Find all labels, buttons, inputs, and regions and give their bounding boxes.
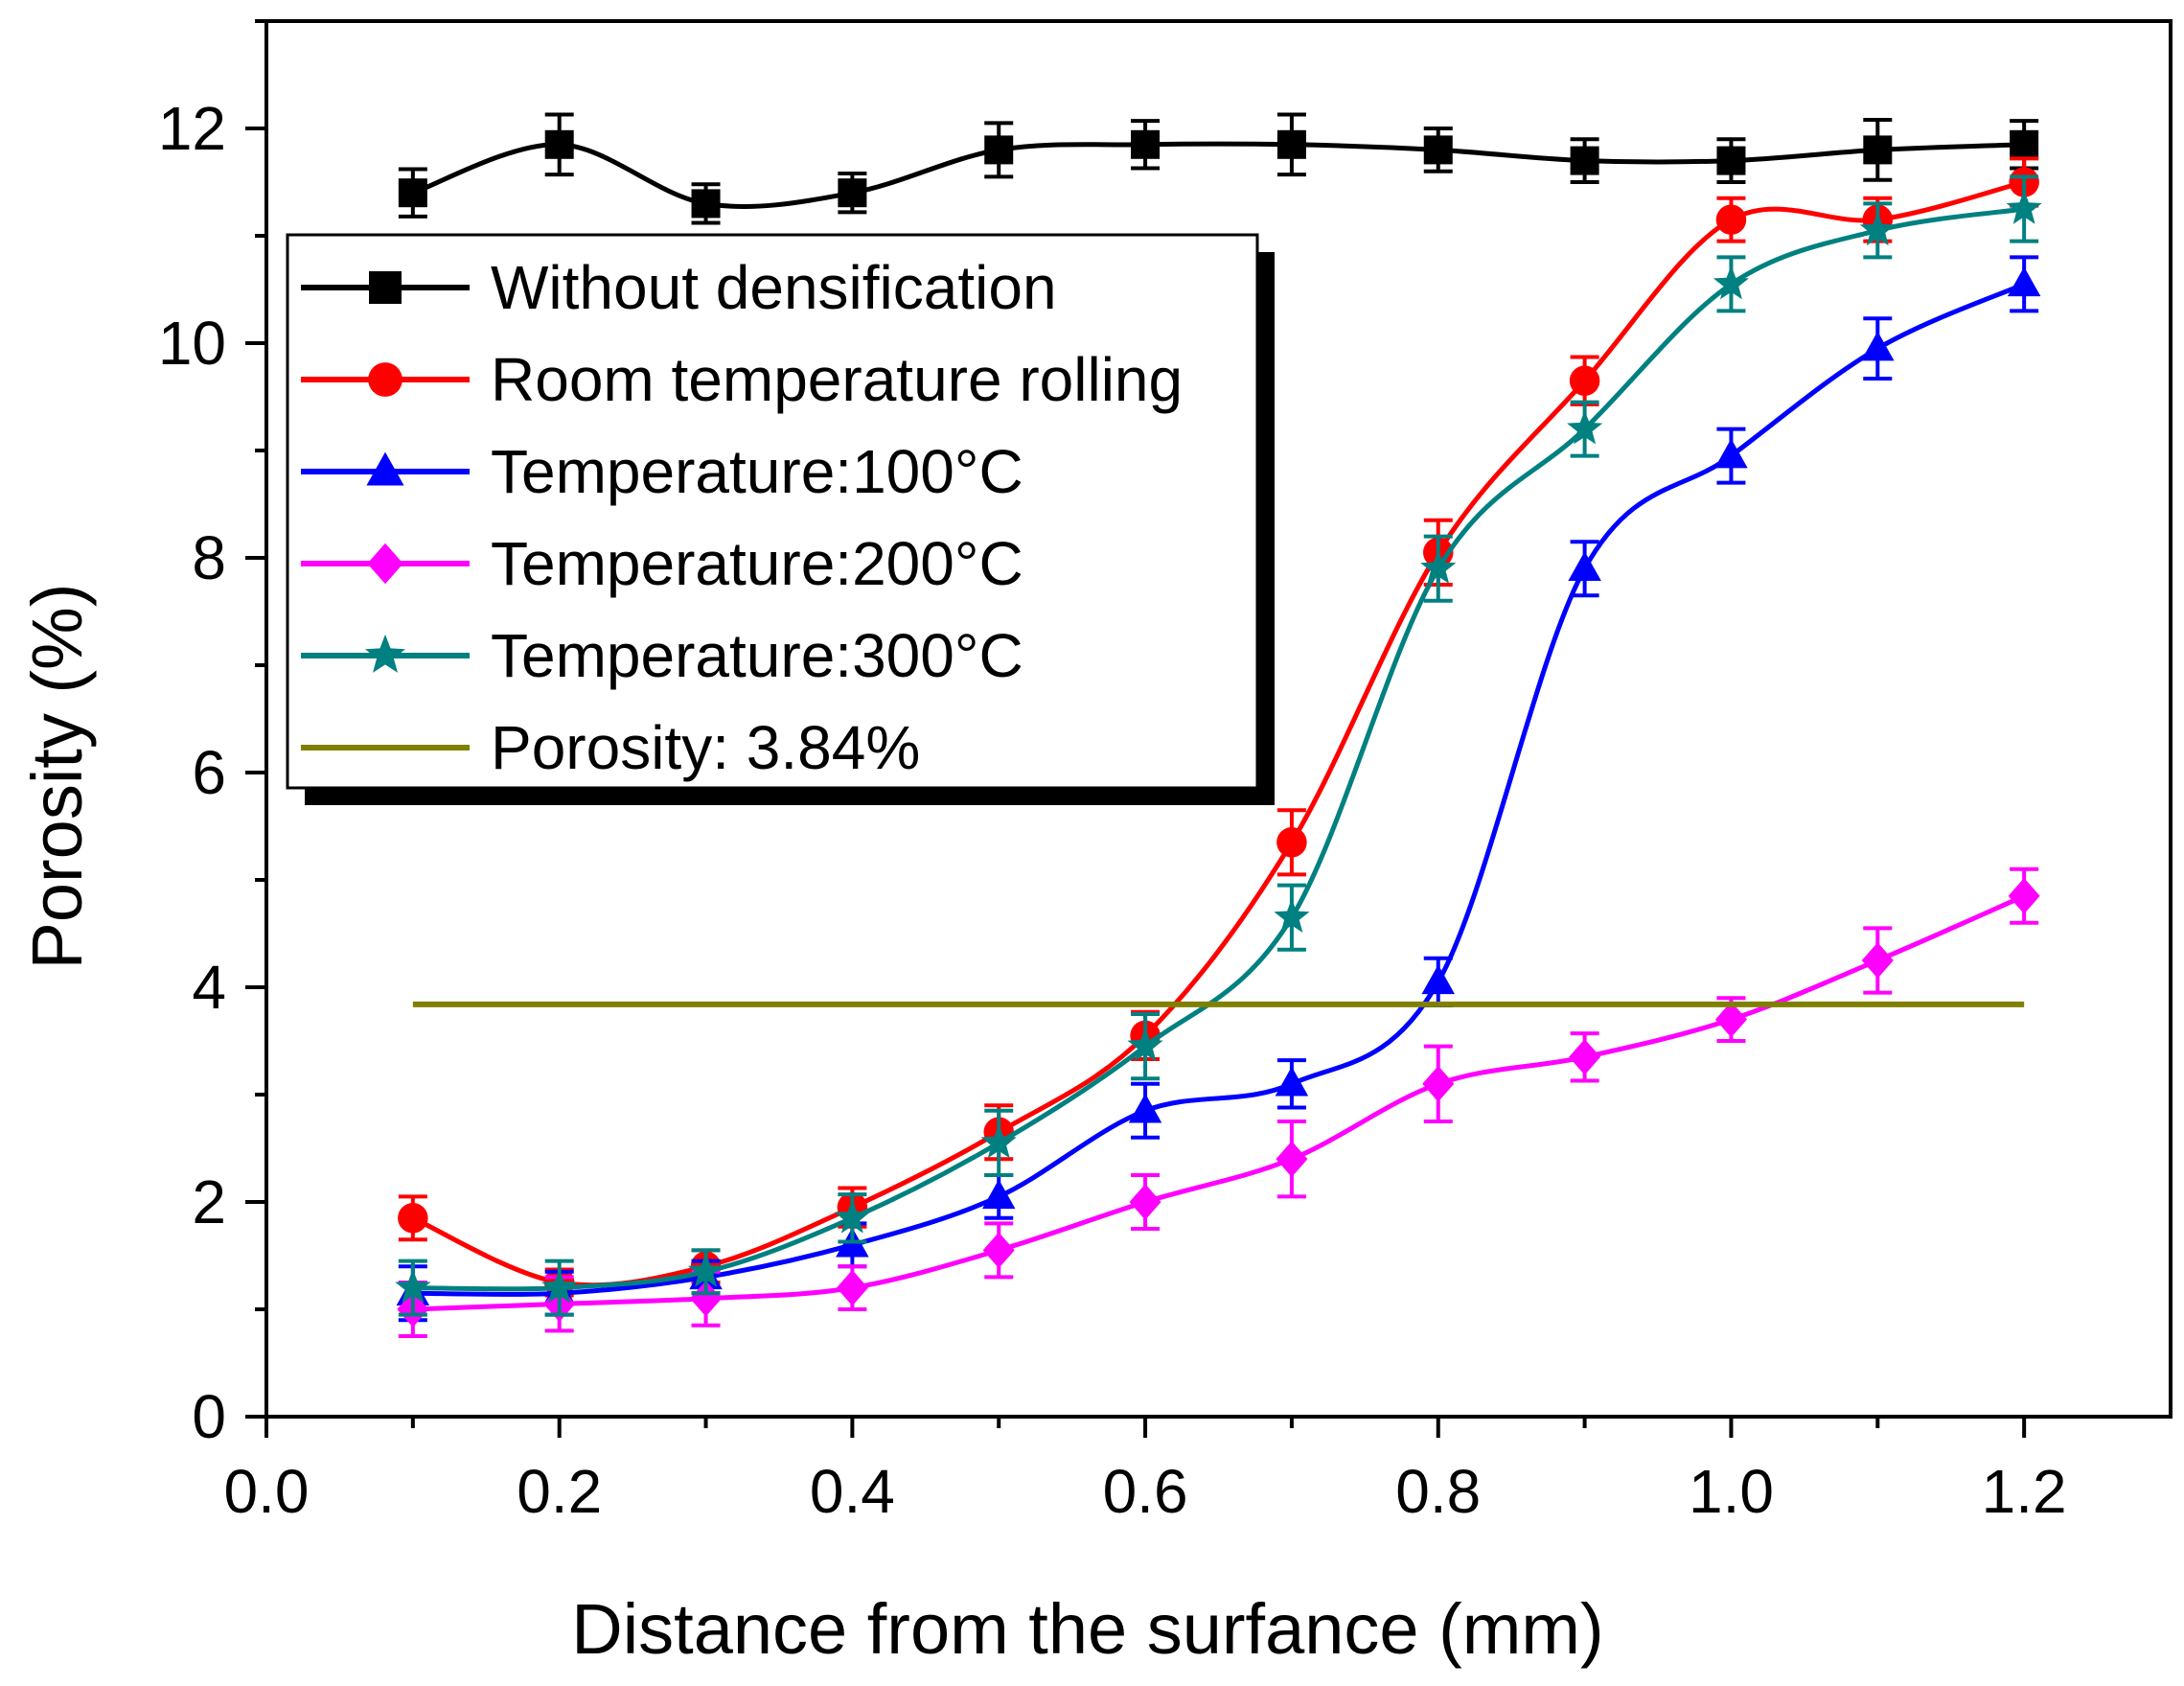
data-point xyxy=(688,1253,724,1287)
data-point xyxy=(1567,410,1603,445)
legend-item: Temperature:100°C xyxy=(301,437,1023,506)
x-tick-label: 0.0 xyxy=(224,1457,310,1526)
data-point xyxy=(1570,146,1599,175)
data-point xyxy=(2010,129,2039,159)
legend: Without densification Room temperature ro… xyxy=(286,233,1275,805)
data-point xyxy=(1274,898,1310,933)
series-layer xyxy=(395,112,2042,1338)
x-tick-label: 1.2 xyxy=(1982,1457,2067,1526)
legend-marker xyxy=(366,451,404,486)
data-point xyxy=(1713,265,1749,300)
y-tick-label: 2 xyxy=(192,1167,226,1236)
data-point xyxy=(1861,942,1894,979)
data-point xyxy=(982,1232,1015,1269)
data-point xyxy=(398,1203,428,1234)
data-point xyxy=(1276,1141,1308,1177)
data-point xyxy=(1861,331,1895,361)
data-point xyxy=(980,1123,1017,1159)
series-line xyxy=(412,893,2026,1312)
y-tick-label: 8 xyxy=(192,523,226,592)
plot-frame xyxy=(264,19,2173,1419)
y-tick-label: 10 xyxy=(158,309,226,378)
data-point xyxy=(690,1281,723,1317)
series-line xyxy=(412,141,2025,209)
legend-item: Temperature:200°C xyxy=(301,529,1023,598)
data-point xyxy=(1421,964,1456,995)
x-tick-label: 0.2 xyxy=(517,1457,602,1526)
data-point xyxy=(2007,266,2041,297)
data-point xyxy=(1715,204,1747,235)
data-point xyxy=(1128,1093,1162,1123)
series-temperature-200-c xyxy=(397,866,2040,1338)
data-point xyxy=(1863,135,1893,165)
legend-marker xyxy=(369,271,402,304)
legend-marker xyxy=(368,362,402,397)
data-point xyxy=(1568,551,1601,581)
x-tick-label: 0.4 xyxy=(810,1457,895,1526)
legend-item: Temperature:300°C xyxy=(301,621,1023,690)
data-point xyxy=(1716,146,1746,175)
data-point xyxy=(1569,365,1600,396)
series-without-densification xyxy=(398,112,2039,225)
data-point xyxy=(395,1269,431,1304)
y-axis-ticks: 0 2 4 6 8 10 12 xyxy=(158,19,266,1451)
legend-label: Temperature:200°C xyxy=(491,529,1023,598)
legend-item: Without densification xyxy=(301,253,1057,322)
data-point xyxy=(398,178,427,208)
data-point xyxy=(1569,1039,1601,1075)
data-point xyxy=(1859,211,1896,246)
x-tick-label: 1.0 xyxy=(1689,1457,1774,1526)
y-axis-title: Porosity (%) xyxy=(17,584,97,970)
y-tick-label: 0 xyxy=(192,1382,226,1451)
legend-label: Temperature:300°C xyxy=(491,621,1023,690)
data-point xyxy=(984,135,1014,165)
data-point xyxy=(1276,129,1306,159)
data-point xyxy=(1714,1001,1747,1038)
data-point xyxy=(836,1269,868,1306)
data-point xyxy=(1276,827,1307,858)
legend-label: Room temperature rolling xyxy=(491,345,1183,414)
legend-marker xyxy=(365,634,405,673)
data-point xyxy=(541,1269,578,1304)
legend-label: Temperature:100°C xyxy=(491,437,1023,506)
y-tick-label: 6 xyxy=(192,738,226,807)
y-tick-label: 12 xyxy=(158,94,226,163)
data-point xyxy=(1420,549,1457,584)
plot-border xyxy=(264,19,2173,1419)
x-tick-label: 0.6 xyxy=(1103,1457,1188,1526)
legend-label: Without densification xyxy=(491,253,1057,322)
data-point xyxy=(1129,1184,1161,1220)
data-point xyxy=(1127,1028,1163,1062)
series-temperature-300-c xyxy=(395,174,2042,1317)
data-point xyxy=(2008,878,2040,914)
legend-label: Porosity: 3.84% xyxy=(491,713,920,782)
legend-marker xyxy=(367,543,403,585)
data-point xyxy=(691,189,721,219)
data-point xyxy=(981,1179,1016,1210)
x-tick-label: 0.8 xyxy=(1395,1457,1481,1526)
x-axis-ticks: 0.0 0.2 0.4 0.6 0.8 1.0 1.2 xyxy=(224,1417,2067,1526)
y-tick-label: 4 xyxy=(192,953,226,1022)
legend-box xyxy=(286,233,1259,790)
data-point xyxy=(1422,1066,1455,1102)
data-point xyxy=(838,178,867,208)
data-point xyxy=(1275,1066,1309,1097)
data-point xyxy=(1131,129,1161,159)
x-axis-title: Distance from the surfance (mm) xyxy=(571,1589,1603,1669)
data-point xyxy=(834,1199,870,1234)
data-point xyxy=(544,129,574,159)
legend-item: Room temperature rolling xyxy=(301,345,1183,414)
data-point xyxy=(2006,190,2042,224)
legend-item: Porosity: 3.84% xyxy=(301,713,920,782)
data-point xyxy=(1714,438,1748,469)
data-point xyxy=(1423,135,1453,165)
